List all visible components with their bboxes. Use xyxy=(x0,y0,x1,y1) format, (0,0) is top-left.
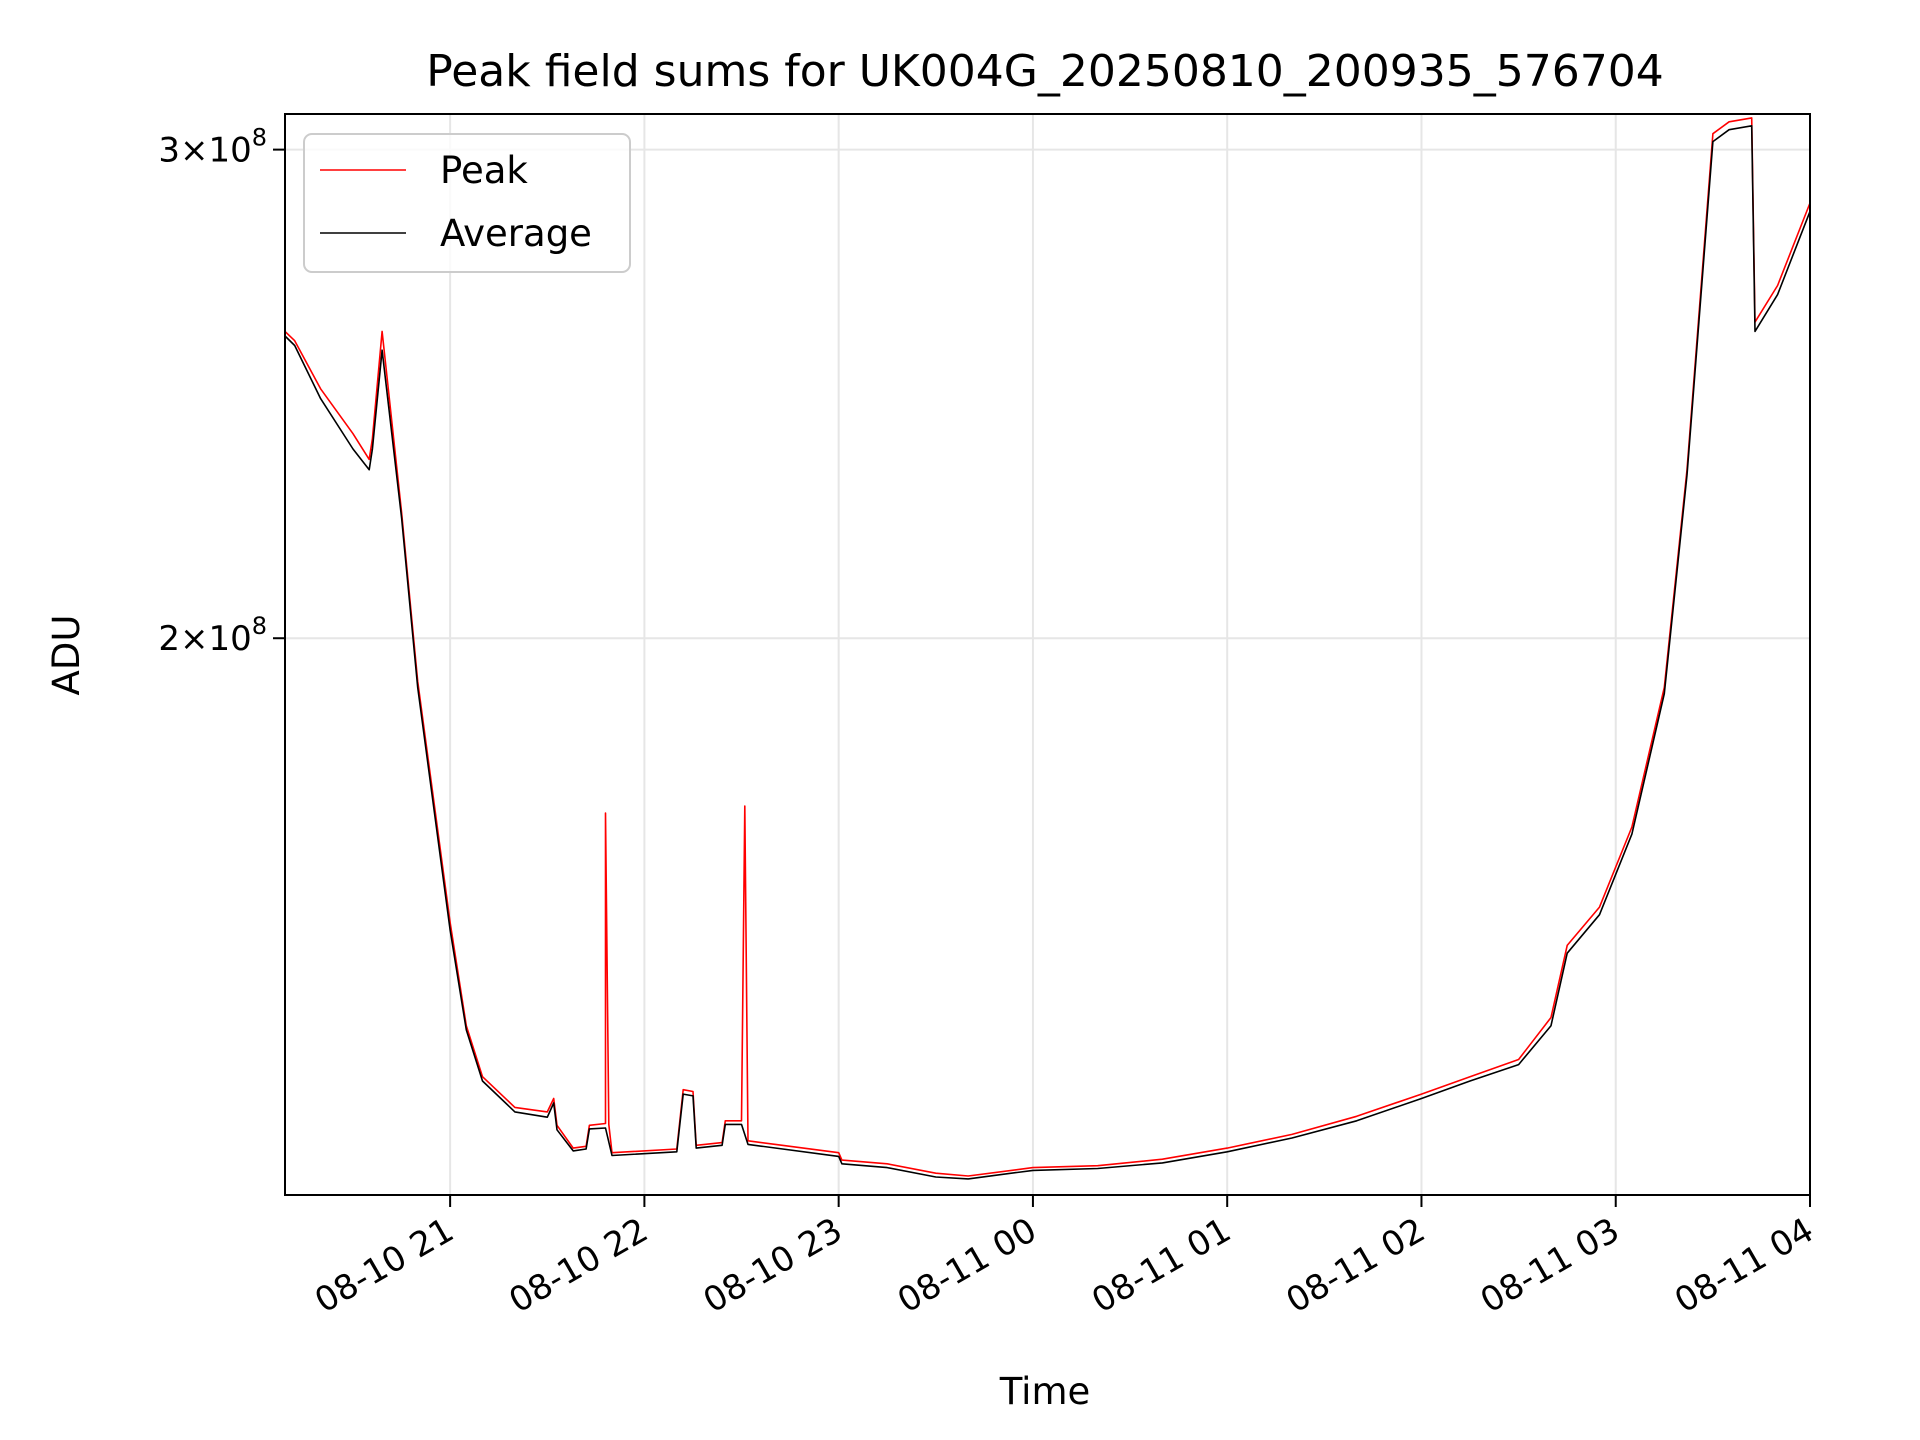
y-axis-label: ADU xyxy=(45,615,88,696)
y-tick-label: 2×108 xyxy=(158,612,267,659)
legend-box xyxy=(303,133,631,273)
chart-title: Peak field sums for UK004G_20250810_2009… xyxy=(426,46,1663,97)
series-line-peak xyxy=(284,117,1811,1177)
legend-label-peak: Peak xyxy=(440,149,528,192)
x-axis-label: Time xyxy=(999,1370,1091,1413)
axes-frame xyxy=(284,113,1811,1196)
grid-lines xyxy=(285,114,1811,1195)
series-line-average xyxy=(284,125,1811,1180)
legend: Peak Average xyxy=(303,133,631,273)
y-tick-label: 3×108 xyxy=(158,124,267,171)
legend-label-average: Average xyxy=(440,212,592,255)
plot-series xyxy=(284,117,1811,1180)
